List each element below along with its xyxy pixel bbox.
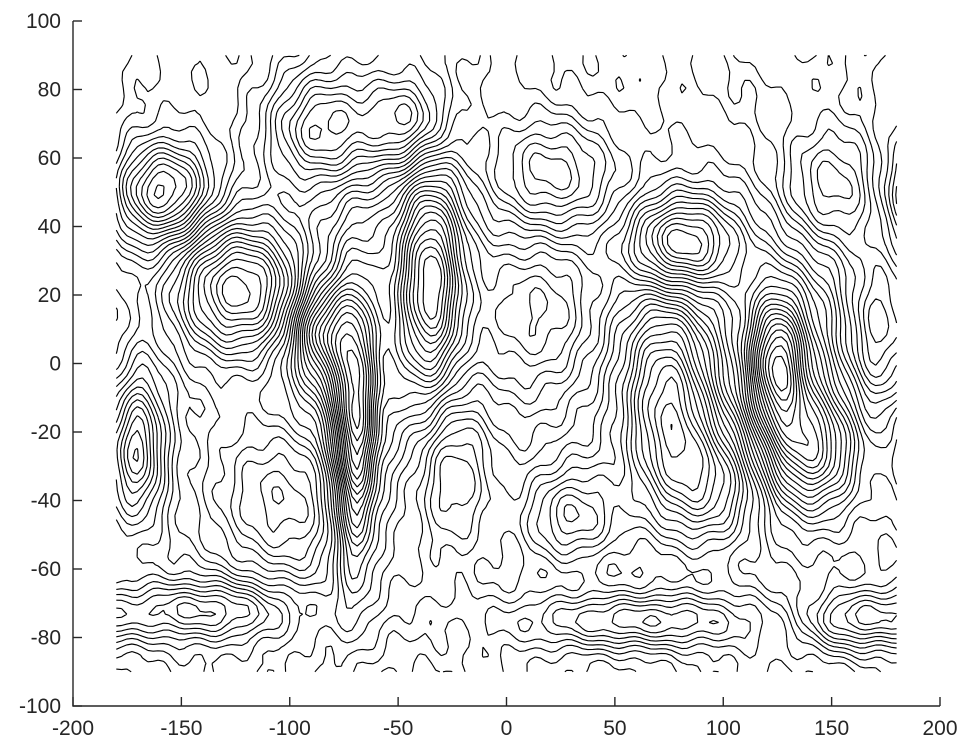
x-tick-label: -50 [383, 717, 413, 740]
contour-line [153, 184, 832, 488]
contour-lines [115, 54, 898, 673]
axes [72, 21, 940, 707]
contour-line [771, 355, 789, 392]
y-tick-label: -20 [31, 421, 61, 444]
contour-line [216, 266, 673, 430]
x-axis-ticks: -200 -150 -100 -50 0 50 100 150 200 [52, 697, 958, 740]
y-tick-label: 40 [38, 216, 61, 239]
y-tick-label: -80 [31, 627, 61, 650]
contour-line [115, 125, 898, 643]
contour-line [209, 258, 687, 458]
x-tick-label: 200 [922, 717, 957, 740]
contour-line [176, 78, 853, 638]
x-tick-label: 100 [706, 717, 741, 740]
y-tick-label: 60 [38, 147, 61, 170]
y-tick-label: -60 [31, 558, 61, 581]
contour-line [115, 135, 898, 638]
contour-line [116, 141, 897, 632]
x-tick-label: -150 [160, 717, 202, 740]
contour-line [334, 238, 820, 462]
y-tick-label: 100 [26, 10, 61, 33]
contour-line [764, 336, 795, 413]
x-tick-label: -200 [52, 717, 94, 740]
contour-line [346, 255, 798, 430]
contour-line [146, 170, 837, 495]
y-tick-label: 80 [38, 79, 61, 102]
contour-line [123, 152, 852, 619]
contour-line [168, 63, 890, 644]
contour-line [339, 246, 809, 447]
contour-line [182, 87, 732, 634]
contour-line [197, 246, 710, 503]
y-tick-label: 0 [49, 353, 61, 376]
x-tick-label: 150 [814, 717, 849, 740]
contour-line [115, 54, 898, 651]
contour-line [767, 345, 792, 401]
y-axis-ticks: -100 -80 -60 -40 -20 0 20 40 60 80 100 [19, 10, 82, 718]
contour-line [116, 147, 898, 627]
y-tick-label: 20 [38, 284, 61, 307]
x-tick-label: 50 [603, 717, 626, 740]
y-tick-label: -40 [31, 490, 61, 513]
contour-line [330, 229, 824, 470]
contour-line [192, 103, 717, 511]
contour-line [115, 55, 898, 673]
x-tick-label: 0 [501, 717, 513, 740]
contour-line [115, 54, 898, 673]
contour-line [115, 54, 898, 673]
contour-line [187, 95, 725, 627]
x-tick-label: -100 [269, 717, 311, 740]
contour-line [115, 54, 898, 673]
y-tick-label: -100 [19, 695, 61, 718]
axis-lines [72, 21, 940, 707]
contour-line [203, 251, 704, 492]
contour-line [127, 157, 847, 516]
contour-line [221, 275, 251, 307]
contour-line [115, 54, 898, 673]
contour-line [115, 55, 898, 672]
contour-line [326, 219, 828, 480]
contour-line [132, 163, 842, 504]
